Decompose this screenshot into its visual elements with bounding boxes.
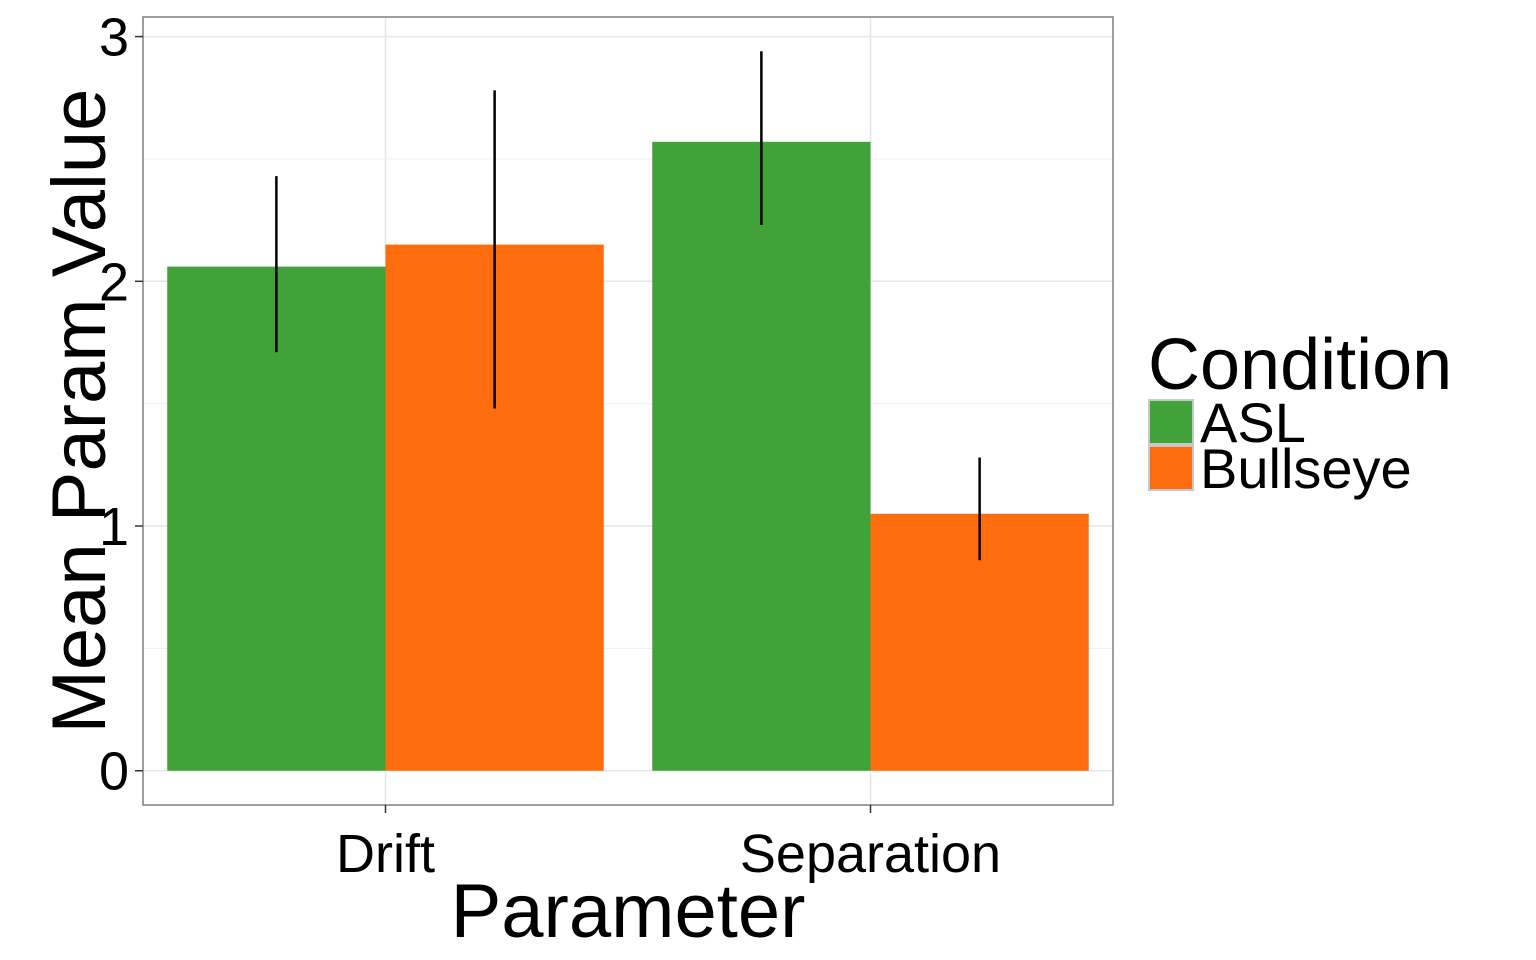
y-tick-label: 0 <box>99 742 129 802</box>
y-tick-label: 2 <box>99 252 129 312</box>
x-axis-title: Parameter <box>451 869 806 954</box>
legend-title: Condition <box>1148 325 1452 405</box>
axis-layer: 0 1 2 3 Drift Separation <box>99 8 1001 884</box>
x-tick-label: Drift <box>336 824 435 884</box>
legend-label-asl: ASL <box>1200 391 1306 454</box>
y-axis-title: Mean Param Value <box>37 89 122 734</box>
y-tick-label: 1 <box>99 497 129 557</box>
bars-layer <box>167 141 1089 771</box>
legend-label-bullseye: Bullseye <box>1200 437 1412 500</box>
bar-asl-separation <box>652 141 871 771</box>
plot-border <box>142 16 1114 806</box>
x-tick-label: Separation <box>740 824 1001 884</box>
legend-key-asl <box>1148 399 1194 445</box>
legend-key-bullseye <box>1148 445 1194 491</box>
y-tick-label: 3 <box>99 8 129 68</box>
errorbars-layer <box>275 51 981 561</box>
